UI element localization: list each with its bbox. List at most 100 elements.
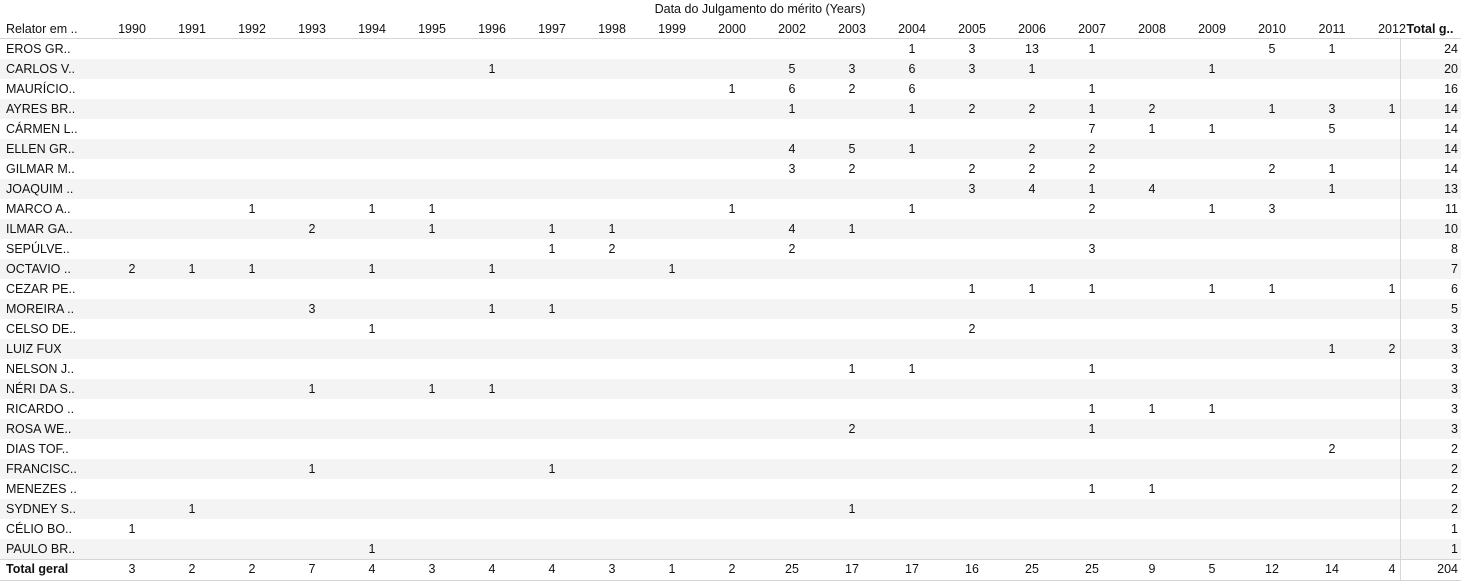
row-total-value: 2 bbox=[1451, 462, 1458, 476]
table-cell-value: 1 bbox=[1028, 282, 1036, 296]
row-label: CÉLIO BO.. bbox=[6, 522, 72, 536]
row-label: MENEZES .. bbox=[6, 482, 77, 496]
table-cell-value: 1 bbox=[1268, 102, 1276, 116]
grand-total-value: 12 bbox=[1265, 562, 1279, 576]
table-cell-value: 1 bbox=[128, 522, 136, 536]
row-band bbox=[0, 419, 1461, 439]
table-cell-value: 5 bbox=[848, 142, 856, 156]
grand-total-value: 4 bbox=[488, 562, 496, 576]
row-total-value: 1 bbox=[1451, 542, 1458, 556]
table-cell-value: 7 bbox=[1088, 122, 1096, 136]
table-cell-value: 4 bbox=[1028, 182, 1036, 196]
year-header: 1995 bbox=[418, 22, 446, 36]
year-header: 1998 bbox=[598, 22, 626, 36]
year-header: 1996 bbox=[478, 22, 506, 36]
table-cell-value: 5 bbox=[1268, 42, 1276, 56]
table-cell-value: 1 bbox=[1328, 42, 1336, 56]
year-header: 2000 bbox=[718, 22, 746, 36]
row-label: CARLOS V.. bbox=[6, 62, 76, 76]
table-cell-value: 1 bbox=[488, 302, 496, 316]
table-cell-value: 2 bbox=[968, 162, 976, 176]
grand-total-value: 17 bbox=[905, 562, 919, 576]
table-cell-value: 1 bbox=[728, 82, 736, 96]
table-cell-value: 2 bbox=[848, 162, 856, 176]
row-total-value: 16 bbox=[1444, 82, 1458, 96]
table-cell-value: 1 bbox=[848, 362, 856, 376]
row-band bbox=[0, 379, 1461, 399]
row-total-value: 20 bbox=[1444, 62, 1458, 76]
table-cell-value: 1 bbox=[1088, 102, 1096, 116]
table-cell-value: 1 bbox=[1088, 182, 1096, 196]
row-label: SEPÚLVE.. bbox=[6, 242, 70, 256]
table-cell-value: 1 bbox=[428, 382, 436, 396]
table-cell-value: 1 bbox=[1328, 342, 1336, 356]
table-cell-value: 2 bbox=[968, 102, 976, 116]
row-band bbox=[0, 259, 1461, 279]
table-cell-value: 1 bbox=[1388, 102, 1396, 116]
table-cell-value: 1 bbox=[368, 322, 376, 336]
table-cell-value: 3 bbox=[968, 42, 976, 56]
grand-total-value: 3 bbox=[428, 562, 436, 576]
year-header: 1997 bbox=[538, 22, 566, 36]
table-cell-value: 3 bbox=[1268, 202, 1276, 216]
row-total-value: 14 bbox=[1444, 142, 1458, 156]
table-cell-value: 6 bbox=[908, 62, 916, 76]
row-band bbox=[0, 539, 1461, 559]
table-cell-value: 1 bbox=[248, 262, 256, 276]
table-cell-value: 2 bbox=[968, 322, 976, 336]
table-cell-value: 1 bbox=[188, 502, 196, 516]
grand-total-value: 4 bbox=[368, 562, 376, 576]
table-cell-value: 1 bbox=[488, 262, 496, 276]
table-cell-value: 2 bbox=[1388, 342, 1396, 356]
table-cell-value: 1 bbox=[1208, 122, 1216, 136]
row-band bbox=[0, 179, 1461, 199]
grand-total-value: 3 bbox=[128, 562, 136, 576]
row-label: DIAS TOF.. bbox=[6, 442, 69, 456]
grand-total-value: 2 bbox=[188, 562, 196, 576]
table-cell-value: 1 bbox=[1208, 402, 1216, 416]
table-cell-value: 1 bbox=[968, 282, 976, 296]
row-label: GILMAR M.. bbox=[6, 162, 75, 176]
column-group-title: Data do Julgamento do mérito (Years) bbox=[654, 2, 866, 16]
year-header: 2010 bbox=[1258, 22, 1286, 36]
grand-total-value: 2 bbox=[248, 562, 256, 576]
row-total-value: 13 bbox=[1444, 182, 1458, 196]
grand-total-value: 9 bbox=[1148, 562, 1156, 576]
table-cell-value: 3 bbox=[788, 162, 796, 176]
table-cell-value: 3 bbox=[1088, 242, 1096, 256]
year-header: 1991 bbox=[178, 22, 206, 36]
year-header: 2007 bbox=[1078, 22, 1106, 36]
grand-total-value: 25 bbox=[1025, 562, 1039, 576]
table-cell-value: 1 bbox=[1328, 162, 1336, 176]
year-header: 1993 bbox=[298, 22, 326, 36]
table-cell-value: 1 bbox=[488, 382, 496, 396]
row-label: MARCO A.. bbox=[6, 202, 71, 216]
row-label: SYDNEY S.. bbox=[6, 502, 76, 516]
table-cell-value: 2 bbox=[848, 82, 856, 96]
grand-total-value: 3 bbox=[608, 562, 616, 576]
table-cell-value: 2 bbox=[308, 222, 316, 236]
row-label: ELLEN GR.. bbox=[6, 142, 75, 156]
year-header: 1990 bbox=[118, 22, 146, 36]
table-cell-value: 1 bbox=[368, 202, 376, 216]
table-cell-value: 1 bbox=[1208, 282, 1216, 296]
row-header-label[interactable]: Relator em .. bbox=[6, 22, 78, 36]
year-header: 1992 bbox=[238, 22, 266, 36]
row-label: MOREIRA .. bbox=[6, 302, 75, 316]
row-band bbox=[0, 99, 1461, 119]
grand-total-value: 1 bbox=[668, 562, 676, 576]
grand-total-label: Total geral bbox=[6, 562, 69, 576]
row-total-value: 8 bbox=[1451, 242, 1458, 256]
grand-total-value: 25 bbox=[785, 562, 799, 576]
table-cell-value: 1 bbox=[368, 542, 376, 556]
row-total-value: 3 bbox=[1451, 382, 1458, 396]
row-band bbox=[0, 459, 1461, 479]
row-band bbox=[0, 299, 1461, 319]
table-cell-value: 1 bbox=[848, 222, 856, 236]
row-total-value: 14 bbox=[1444, 102, 1458, 116]
year-header: 2012 bbox=[1378, 22, 1406, 36]
table-cell-value: 1 bbox=[908, 102, 916, 116]
row-total-value: 24 bbox=[1444, 42, 1458, 56]
table-cell-value: 4 bbox=[788, 222, 796, 236]
table-cell-value: 2 bbox=[1268, 162, 1276, 176]
